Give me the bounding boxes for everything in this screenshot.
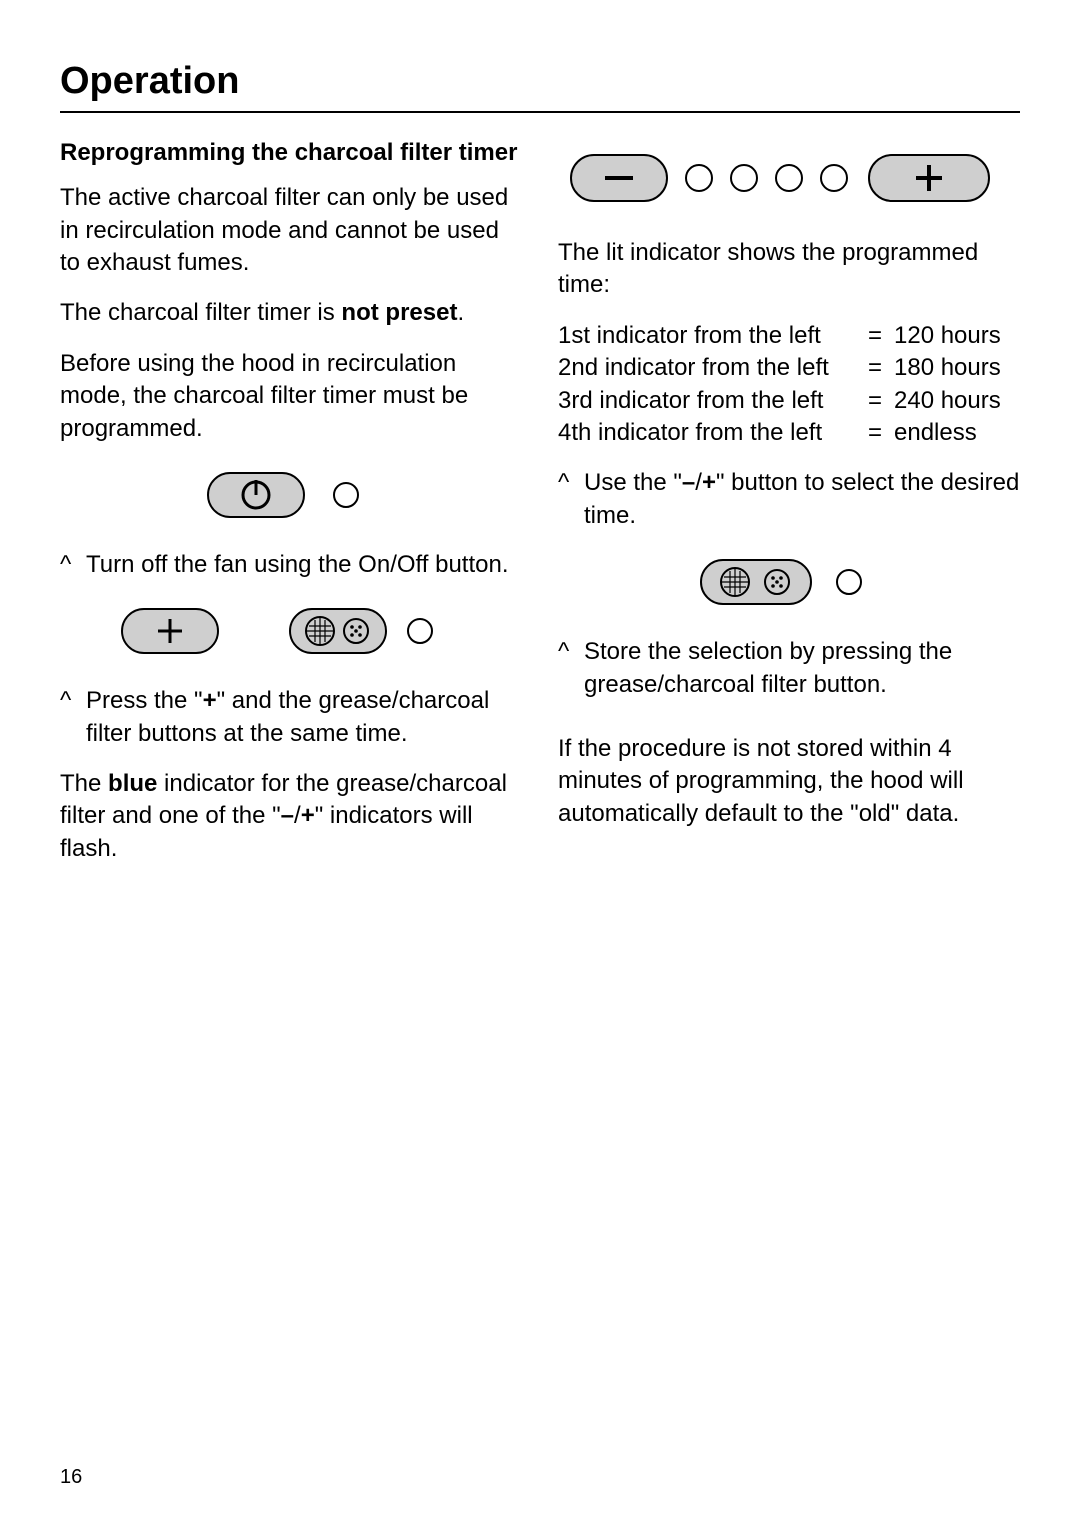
filter-button-icon	[290, 609, 386, 653]
paragraph: The blue indicator for the grease/charco…	[60, 768, 522, 865]
filter-button-icon	[701, 560, 811, 604]
equals: =	[868, 352, 894, 384]
paragraph: Before using the hood in recirculation m…	[60, 348, 522, 445]
filter-diagram	[699, 552, 879, 612]
figure-plus-filter	[60, 601, 522, 661]
row-label: 1st indicator from the left	[558, 320, 868, 352]
caret-icon: ^	[558, 636, 584, 701]
led-1-icon	[686, 165, 712, 191]
row-value: endless	[894, 417, 977, 449]
onoff-diagram	[206, 465, 376, 525]
left-column: Reprogramming the charcoal filter timer …	[60, 137, 522, 883]
equals: =	[868, 385, 894, 417]
led-icon	[334, 483, 358, 507]
row-label: 2nd indicator from the left	[558, 352, 868, 384]
text: .	[457, 299, 464, 326]
step: ^ Turn off the fan using the On/Off butt…	[60, 549, 522, 581]
caret-icon: ^	[60, 685, 86, 750]
table-row: 1st indicator from the left = 120 hours	[558, 320, 1020, 352]
figure-onoff	[60, 465, 522, 525]
row-value: 240 hours	[894, 385, 1001, 417]
table-row: 3rd indicator from the left = 240 hours	[558, 385, 1020, 417]
led-4-icon	[821, 165, 847, 191]
caret-icon: ^	[60, 549, 86, 581]
step: ^ Store the selection by pressing the gr…	[558, 636, 1020, 701]
section-heading: Reprogramming the charcoal filter timer	[60, 137, 522, 168]
equals: =	[868, 417, 894, 449]
led-icon	[408, 619, 432, 643]
columns: Reprogramming the charcoal filter timer …	[60, 137, 1020, 883]
table-row: 2nd indicator from the left = 180 hours	[558, 352, 1020, 384]
paragraph: The active charcoal filter can only be u…	[60, 182, 522, 279]
step-text: Turn off the fan using the On/Off button…	[86, 549, 509, 581]
led-2-icon	[731, 165, 757, 191]
step: ^ Use the "–/+" button to select the des…	[558, 467, 1020, 532]
step-text: Press the "+" and the grease/charcoal fi…	[86, 685, 522, 750]
paragraph: The charcoal filter timer is not preset.	[60, 297, 522, 329]
row-value: 180 hours	[894, 352, 1001, 384]
row-label: 3rd indicator from the left	[558, 385, 868, 417]
step: ^ Press the "+" and the grease/charcoal …	[60, 685, 522, 750]
caret-icon: ^	[558, 467, 584, 532]
page-number: 16	[60, 1466, 82, 1489]
paragraph: If the procedure is not stored within 4 …	[558, 733, 1020, 830]
title-rule	[60, 111, 1020, 113]
figure-filter	[558, 552, 1020, 612]
table-row: 4th indicator from the left = endless	[558, 417, 1020, 449]
row-label: 4th indicator from the left	[558, 417, 868, 449]
manual-page: Operation Reprogramming the charcoal fil…	[0, 0, 1080, 1529]
paragraph: The lit indicator shows the programmed t…	[558, 237, 1020, 302]
minus-plus-diagram	[569, 143, 1009, 213]
plus-filter-diagram	[120, 601, 450, 661]
equals: =	[868, 320, 894, 352]
timer-table: 1st indicator from the left = 120 hours …	[558, 320, 1020, 450]
figure-minus-plus	[558, 143, 1020, 213]
bold-text: not preset	[341, 299, 457, 326]
step-text: Store the selection by pressing the grea…	[584, 636, 1020, 701]
text: The charcoal filter timer is	[60, 299, 341, 326]
led-3-icon	[776, 165, 802, 191]
page-title: Operation	[60, 60, 1020, 103]
right-column: The lit indicator shows the programmed t…	[558, 137, 1020, 883]
step-text: Use the "–/+" button to select the desir…	[584, 467, 1020, 532]
led-icon	[837, 570, 861, 594]
row-value: 120 hours	[894, 320, 1001, 352]
